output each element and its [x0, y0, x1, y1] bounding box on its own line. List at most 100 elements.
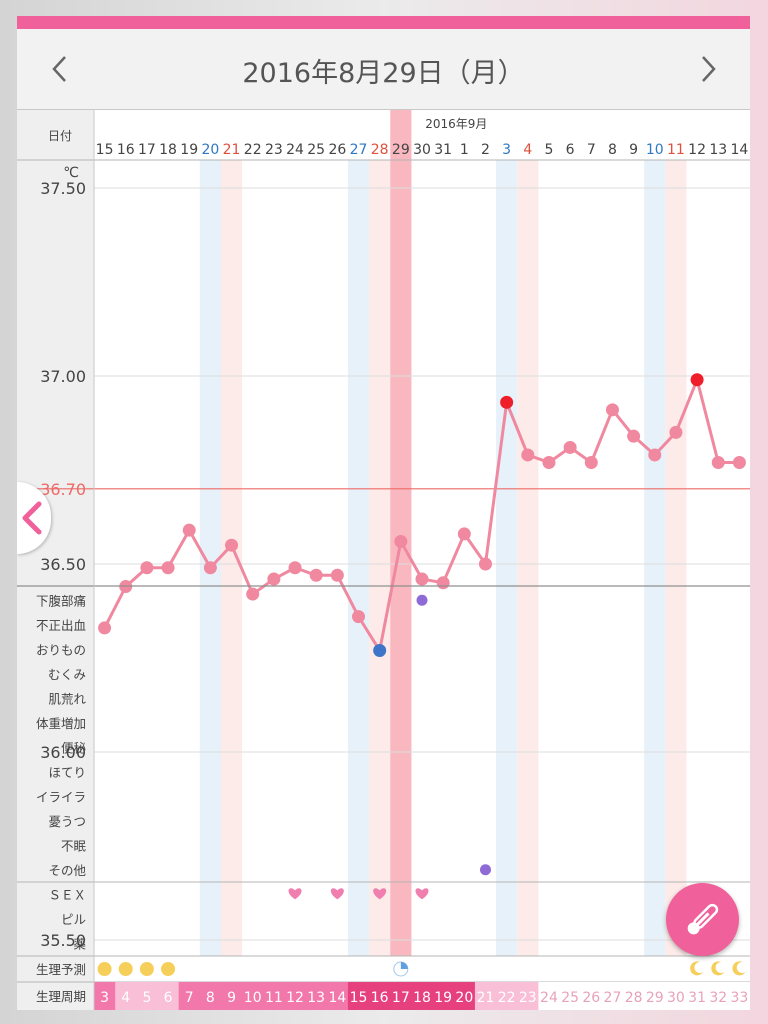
cycle-day-label: 30: [667, 990, 685, 1006]
symptom-label: 便秘: [61, 740, 87, 755]
cycle-day-label: 17: [392, 990, 410, 1006]
record-temperature-button[interactable]: [666, 883, 739, 956]
temperature-point: [605, 403, 619, 417]
cycle-day-cell: [94, 982, 116, 1010]
cycle-day-label: 24: [540, 990, 558, 1006]
date-row-label: 日付: [48, 129, 72, 143]
cycle-day-cell: [411, 982, 434, 1010]
sunday-band: [665, 160, 687, 956]
cycle-day-label: 14: [328, 990, 346, 1006]
date-label: 18: [159, 142, 177, 158]
temperature-point-low: [373, 643, 387, 657]
symptom-label: 体重増加: [36, 716, 86, 731]
temperature-point: [627, 429, 641, 443]
cycle-day-cell: [305, 982, 328, 1010]
cycle-day-label: 6: [164, 990, 173, 1006]
period-forecast-icon: [97, 962, 112, 976]
cycle-day-label: 15: [350, 990, 368, 1006]
cycle-day-label: 21: [477, 990, 495, 1006]
saturday-band: [644, 160, 666, 956]
temperature-point: [352, 610, 366, 624]
cycle-day-label: 11: [265, 990, 283, 1006]
symptom-label: 不正出血: [36, 618, 86, 633]
cycle-day-cell: [115, 982, 137, 1010]
date-label: 30: [413, 142, 431, 158]
symptom-label: ほてり: [48, 765, 86, 780]
crescent-moon-icon: [690, 961, 704, 976]
cycle-day-label: 22: [498, 990, 516, 1006]
cycle-day-label: 19: [434, 990, 452, 1006]
date-label: 1: [460, 142, 469, 158]
date-label: 21: [223, 142, 241, 158]
date-label: 23: [265, 142, 283, 158]
date-label: 27: [350, 142, 368, 158]
cycle-day-cell: [157, 982, 180, 1010]
temperature-point: [203, 561, 217, 575]
cycle-day-cell: [601, 982, 624, 1010]
temperature-point: [478, 557, 492, 571]
temperature-point: [246, 587, 260, 601]
next-day-button[interactable]: [689, 47, 729, 91]
cycle-day-label: 3: [100, 990, 109, 1006]
temperature-point: [330, 568, 344, 582]
temperature-point: [98, 621, 112, 635]
date-label: 14: [731, 142, 749, 158]
label-column: [17, 110, 94, 1010]
date-label: 19: [180, 142, 198, 158]
cycle-day-cell: [474, 982, 497, 1010]
chevron-right-icon: [702, 56, 716, 82]
cycle-day-cell: [728, 982, 750, 1010]
thermometer-icon: [687, 903, 719, 935]
temperature-point-high: [690, 373, 704, 387]
temperature-point: [182, 523, 196, 537]
cycle-day-cell: [644, 982, 666, 1010]
period-forecast-icon: [139, 962, 154, 976]
cycle-day-cell: [178, 982, 201, 1010]
cycle-day-label: 33: [731, 990, 749, 1006]
period-cycle-label: 生理周期: [36, 989, 86, 1004]
cycle-day-cell: [665, 982, 688, 1010]
unit-label: ℃: [63, 165, 79, 181]
cycle-day-label: 31: [688, 990, 706, 1006]
temperature-point: [161, 561, 175, 575]
date-label: 16: [117, 142, 135, 158]
temperature-point: [309, 568, 323, 582]
sunday-band: [369, 160, 391, 956]
heart-icon: [373, 888, 387, 900]
prev-day-button[interactable]: [39, 47, 79, 91]
cycle-day-label: 27: [604, 990, 622, 1006]
temperature-point: [288, 561, 302, 575]
saturday-band: [347, 160, 370, 956]
cycle-day-cell: [623, 982, 645, 1010]
date-label: 6: [566, 142, 575, 158]
temperature-point: [267, 572, 281, 586]
period-forecast-icon: [118, 962, 133, 976]
cycle-day-label: 9: [227, 990, 236, 1006]
header: 2016年8月29日（月）: [17, 29, 750, 110]
symptom-dot: [416, 594, 428, 606]
saturday-band: [496, 160, 518, 956]
date-label: 7: [587, 142, 596, 158]
event-label: ピル: [61, 912, 86, 927]
chevron-left-icon: [22, 501, 42, 535]
symptom-label: その他: [48, 863, 86, 878]
event-label: ＳＥＸ: [48, 887, 86, 902]
date-label: 2: [481, 142, 490, 158]
date-label: 4: [523, 142, 532, 158]
cycle-day-label: 10: [244, 990, 262, 1006]
symptom-label: 不眠: [61, 838, 87, 853]
cycle-day-cell: [707, 982, 730, 1010]
event-label: 薬: [73, 937, 86, 952]
symptom-label: 下腹部痛: [36, 593, 86, 608]
cycle-day-cell: [220, 982, 243, 1010]
cycle-day-cell: [686, 982, 709, 1010]
cycle-day-cell: [517, 982, 539, 1010]
cycle-day-cell: [347, 982, 370, 1010]
app-screen: 2016年8月29日（月） 日付 2016年9月 15 16 17 18 19 20 21 22 2…: [17, 16, 750, 1010]
date-label: 15: [96, 142, 114, 158]
cycle-day-label: 20: [455, 990, 473, 1006]
temperature-point: [415, 572, 429, 586]
temperature-point: [542, 455, 556, 469]
